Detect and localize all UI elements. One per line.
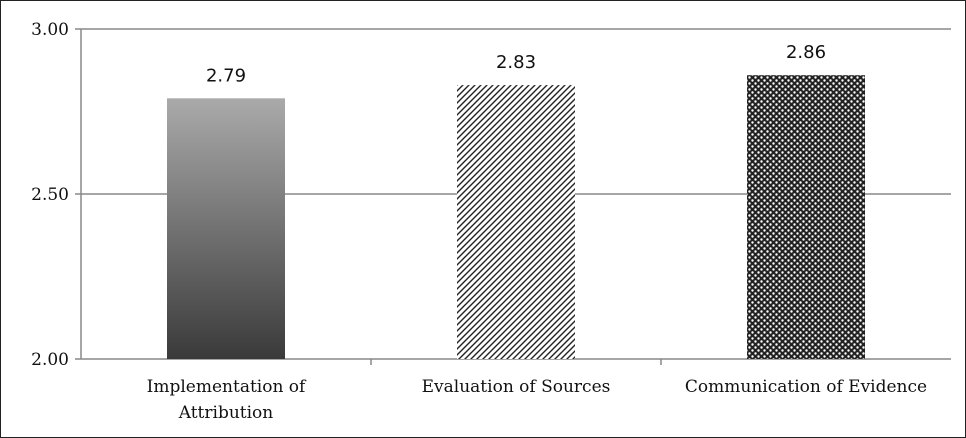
bar [747, 75, 865, 359]
data-label: 2.86 [786, 42, 826, 63]
bar [167, 98, 285, 360]
y-tick-label: 3.00 [31, 20, 69, 40]
category-label: Evaluation of Sources [422, 377, 611, 397]
data-label: 2.83 [496, 52, 536, 73]
category-label-line: Evaluation of Sources [422, 377, 611, 397]
category-label-line: Attribution [178, 403, 274, 423]
category-label-line: Implementation of [147, 377, 307, 397]
category-label: Communication of Evidence [685, 377, 927, 397]
data-label: 2.79 [206, 65, 246, 86]
y-tick-label: 2.50 [31, 185, 69, 205]
bars [167, 75, 865, 360]
labels: 2.00 2.50 3.00 2.79 Implementation of Attribu… [31, 20, 927, 423]
y-tick-label: 2.00 [31, 350, 69, 370]
category-label-line: Communication of Evidence [685, 377, 927, 397]
bar [457, 85, 575, 359]
category-label: Implementation of Attribution [147, 377, 307, 423]
